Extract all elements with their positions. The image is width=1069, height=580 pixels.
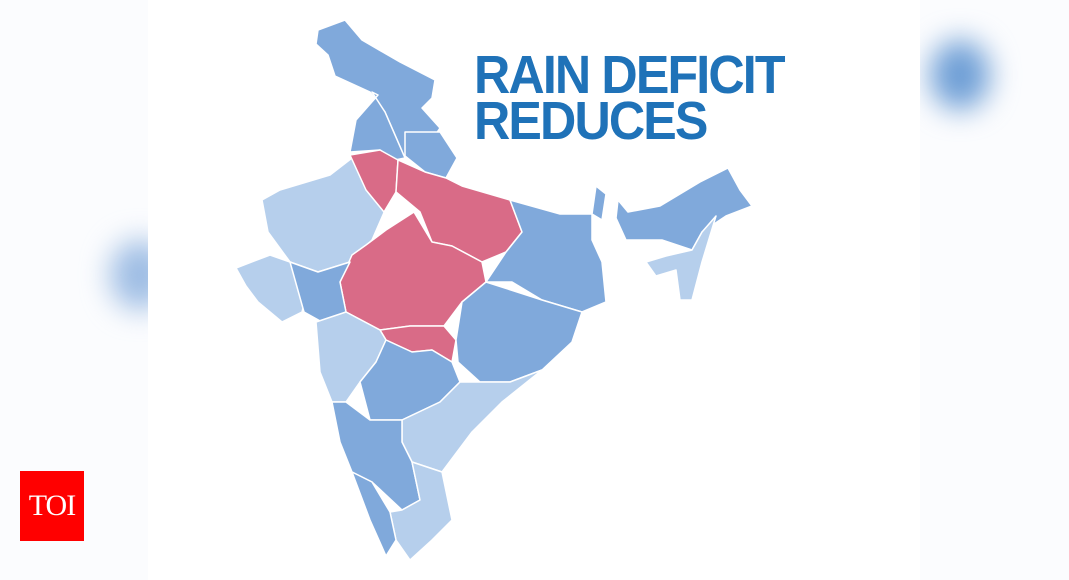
blurred-background-right <box>920 0 1069 580</box>
region-rajasthan <box>261 157 387 273</box>
region-kerala <box>351 471 397 557</box>
headline: RAIN DEFICIT REDUCES <box>474 45 786 151</box>
logo-text: TOI <box>28 489 76 522</box>
region-northeast-south <box>645 215 717 301</box>
region-west-central <box>289 261 351 323</box>
toi-logo: TOI <box>20 471 84 541</box>
region-andhra <box>401 369 543 473</box>
region-northeast <box>615 167 753 251</box>
headline-line1: RAIN DEFICIT <box>474 45 786 105</box>
region-sikkim-west-bengal-north <box>591 185 607 221</box>
headline-line2: REDUCES <box>474 91 708 151</box>
region-tamil-nadu <box>389 461 453 561</box>
